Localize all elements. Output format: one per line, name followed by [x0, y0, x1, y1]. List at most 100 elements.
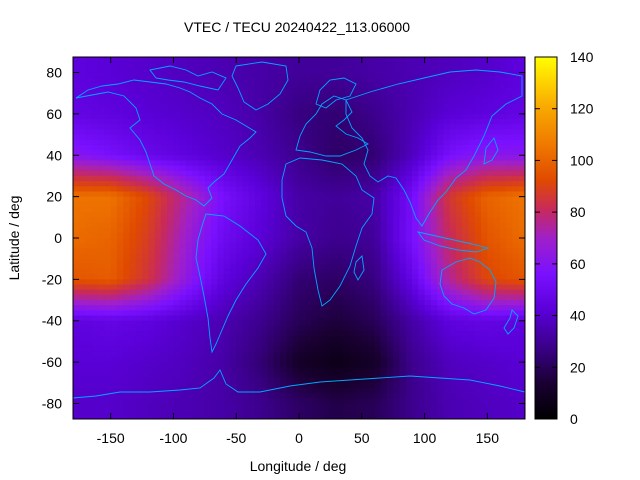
heatmap-cell	[261, 279, 269, 286]
heatmap-cell	[167, 62, 175, 68]
heatmap-cell	[418, 356, 426, 363]
heatmap-cell	[506, 310, 514, 317]
heatmap-cell	[236, 206, 244, 213]
heatmap-cell	[355, 77, 363, 84]
heatmap-cell	[261, 294, 269, 301]
heatmap-cell	[474, 150, 482, 156]
heatmap-cell	[474, 253, 482, 260]
heatmap-cell	[317, 222, 325, 229]
heatmap-cell	[324, 341, 331, 348]
heatmap-cell	[355, 274, 363, 280]
heatmap-cell	[474, 139, 482, 146]
heatmap-cell	[437, 356, 444, 363]
heatmap-cell	[192, 372, 200, 379]
heatmap-cell	[154, 367, 162, 374]
heatmap-cell	[493, 232, 501, 239]
heatmap-cell	[311, 346, 319, 353]
heatmap-cell	[167, 279, 175, 286]
heatmap-cell	[311, 217, 319, 224]
heatmap-cell	[110, 294, 118, 301]
heatmap-cell	[179, 206, 187, 213]
heatmap-cell	[211, 377, 218, 384]
heatmap-cell	[223, 62, 231, 68]
heatmap-cell	[430, 212, 438, 218]
heatmap-cell	[280, 403, 288, 410]
heatmap-cell	[123, 403, 131, 410]
heatmap-cell	[311, 279, 319, 286]
heatmap-cell	[242, 150, 250, 156]
heatmap-cell	[499, 217, 507, 224]
heatmap-cell	[154, 387, 162, 394]
heatmap-cell	[355, 238, 363, 244]
heatmap-cell	[135, 238, 143, 244]
heatmap-cell	[506, 72, 514, 79]
heatmap-cell	[198, 82, 206, 89]
heatmap-cell	[186, 77, 193, 84]
heatmap-cell	[179, 325, 187, 332]
heatmap-cell	[317, 191, 325, 198]
heatmap-cell	[154, 325, 162, 332]
heatmap-cell	[286, 274, 294, 280]
heatmap-cell	[280, 222, 288, 229]
heatmap-cell	[286, 238, 294, 244]
heatmap-cell	[405, 108, 413, 115]
heatmap-cell	[506, 88, 514, 94]
heatmap-cell	[374, 279, 382, 286]
heatmap-cell	[380, 248, 388, 255]
heatmap-cell	[449, 217, 457, 224]
heatmap-cell	[242, 279, 250, 286]
heatmap-cell	[418, 351, 426, 358]
heatmap-cell	[506, 175, 514, 182]
heatmap-cell	[73, 238, 80, 244]
heatmap-cell	[481, 227, 488, 234]
heatmap-cell	[336, 305, 344, 311]
heatmap-cell	[167, 217, 175, 224]
heatmap-cell	[267, 238, 275, 244]
heatmap-cell	[349, 315, 357, 322]
heatmap-cell	[142, 67, 149, 74]
heatmap-cell	[173, 227, 181, 234]
heatmap-cell	[286, 113, 294, 120]
heatmap-cell	[192, 367, 200, 374]
heatmap-cell	[273, 238, 281, 244]
heatmap-cell	[437, 82, 444, 89]
heatmap-cell	[85, 238, 93, 244]
heatmap-cell	[273, 119, 281, 125]
heatmap-cell	[506, 82, 514, 89]
heatmap-cell	[286, 243, 294, 249]
heatmap-cell	[267, 160, 275, 167]
heatmap-cell	[449, 175, 457, 182]
heatmap-cell	[292, 217, 300, 224]
heatmap-cell	[248, 279, 256, 286]
heatmap-cell	[116, 336, 124, 343]
heatmap-cell	[167, 289, 175, 296]
heatmap-cell	[462, 196, 470, 203]
heatmap-cell	[223, 124, 231, 130]
heatmap-cell	[518, 67, 525, 74]
heatmap-cell	[349, 191, 357, 198]
heatmap-cell	[116, 155, 124, 162]
heatmap-cell	[242, 93, 250, 99]
heatmap-cell	[211, 150, 218, 156]
heatmap-cell	[280, 315, 288, 322]
heatmap-cell	[273, 98, 281, 105]
heatmap-cell	[236, 144, 244, 151]
heatmap-cell	[248, 398, 256, 405]
heatmap-cell	[217, 258, 225, 265]
heatmap-cell	[204, 134, 212, 141]
heatmap-cell	[305, 372, 313, 379]
heatmap-cell	[474, 289, 482, 296]
heatmap-cell	[286, 258, 294, 265]
heatmap-cell	[355, 393, 363, 399]
heatmap-cell	[116, 263, 124, 270]
heatmap-cell	[324, 331, 331, 337]
heatmap-cell	[91, 248, 99, 255]
heatmap-cell	[273, 77, 281, 84]
heatmap-cell	[280, 382, 288, 389]
heatmap-cell	[336, 201, 344, 208]
heatmap-cell	[129, 289, 137, 296]
heatmap-cell	[148, 103, 156, 110]
heatmap-cell	[98, 351, 105, 358]
heatmap-cell	[368, 160, 375, 167]
heatmap-cell	[261, 269, 269, 275]
